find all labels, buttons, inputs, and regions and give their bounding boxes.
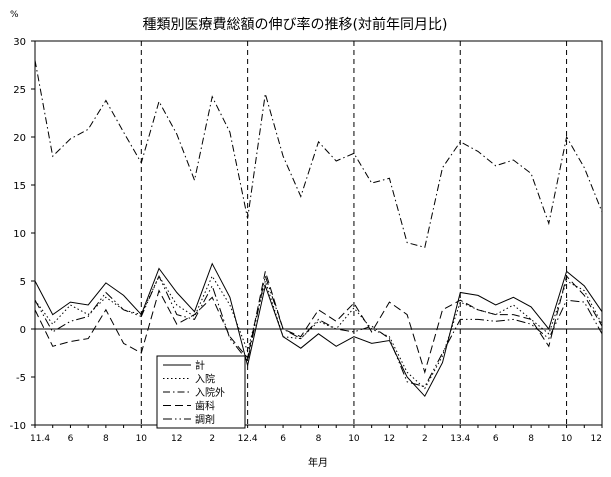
chart-title: 種類別医療費総額の伸び率の推移(対前年同月比) bbox=[143, 16, 448, 33]
series-line-3 bbox=[34, 60, 603, 249]
x-tick-label: 6 bbox=[280, 434, 286, 444]
plot-frame bbox=[34, 40, 603, 426]
y-tick-label: 15 bbox=[13, 181, 26, 192]
series-line-4 bbox=[34, 271, 603, 374]
x-tick-label: 8 bbox=[528, 434, 534, 444]
y-unit-label: % bbox=[10, 10, 19, 20]
x-tick-label: 12 bbox=[171, 434, 182, 444]
y-tick-label: 0 bbox=[20, 325, 26, 336]
y-tick-label: 10 bbox=[13, 229, 26, 240]
legend-label: 入院 bbox=[195, 373, 215, 386]
x-tick-label: 6 bbox=[493, 434, 499, 444]
plot-layer: -10 -5 0 5 10 15 20 25 30 11.4 6 8 10 12 2 12.4 6 8 10 12 2 1… bbox=[10, 37, 603, 444]
x-axis-label: 年月 bbox=[308, 456, 328, 469]
x-tick-label: 10 bbox=[561, 434, 573, 444]
series-line-5 bbox=[34, 274, 603, 388]
legend-label: 歯科 bbox=[195, 400, 215, 413]
y-tick-label: 20 bbox=[13, 133, 26, 144]
x-tick-label: 2 bbox=[209, 434, 215, 444]
x-tick-label: 6 bbox=[68, 434, 74, 444]
x-tick-label: 13.4 bbox=[450, 434, 470, 444]
x-tick-label: 12.4 bbox=[238, 434, 258, 444]
y-tick-label: -10 bbox=[10, 421, 26, 432]
legend-label: 計 bbox=[195, 359, 205, 372]
x-tick-label: 10 bbox=[348, 434, 360, 444]
x-tick-label: 8 bbox=[316, 434, 322, 444]
legend-label: 入院外 bbox=[195, 386, 225, 399]
x-tick-label: 12 bbox=[384, 434, 395, 444]
legend-box bbox=[156, 355, 246, 429]
x-tick-label: 8 bbox=[103, 434, 109, 444]
legend-label: 調剤 bbox=[195, 413, 215, 426]
x-tick-label: 10 bbox=[136, 434, 148, 444]
x-tick-label: 12 bbox=[591, 434, 602, 444]
x-tick-label: 11.4 bbox=[30, 434, 50, 444]
y-tick-label: 5 bbox=[20, 277, 26, 288]
y-tick-label: 25 bbox=[13, 85, 26, 96]
x-tick-label: 2 bbox=[422, 434, 428, 444]
y-tick-label: 30 bbox=[13, 37, 26, 48]
y-tick-label: -5 bbox=[16, 373, 26, 384]
series-line-2 bbox=[34, 275, 603, 390]
series-line-1 bbox=[34, 262, 603, 398]
